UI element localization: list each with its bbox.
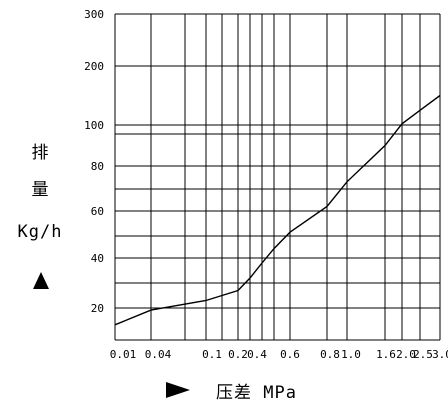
x-tick-label: 0.6 [280,348,300,361]
grid-lines [114,13,441,341]
y-tick-label: 300 [84,8,104,21]
right-arrow-icon [166,382,190,398]
x-tick-label: 2.0 [396,348,416,361]
y-tick-label: 60 [91,205,104,218]
x-axis-label: 压差 MPa [216,382,297,403]
up-arrow-icon [33,272,49,289]
x-tick-labels: 0.01 0.04 0.1 0.20.4 0.6 0.81.0 1.62.02.53.0 [110,348,448,361]
y-axis-label-line-2: 量 [31,180,49,200]
x-tick-label: 1.0 [341,348,361,361]
x-axis-label-group: 压差 MPa [166,377,297,403]
x-tick-label: 0.1 [202,348,222,361]
x-tick-label: 0.01 [110,348,137,361]
y-tick-label: 80 [91,160,104,173]
y-tick-label: 100 [84,119,104,132]
flow-curve [114,94,441,326]
x-tick-label: 3.0 [432,348,448,361]
y-tick-label: 40 [91,252,104,265]
x-tick-label: 0.8 [320,348,340,361]
y-axis-label-line-1: 排 [31,143,49,163]
x-tick-label: 2.5 [413,348,433,361]
x-tick-label: 0.4 [247,348,267,361]
y-tick-label: 200 [84,60,104,73]
x-tick-label: 1.6 [376,348,396,361]
x-tick-label: 0.2 [228,348,248,361]
y-tick-label: 20 [91,302,104,315]
x-tick-label: 0.04 [145,348,172,361]
y-axis-label-line-3: Kg/h [17,222,63,242]
y-tick-labels: 20 40 60 80 100 200 300 [84,8,104,315]
